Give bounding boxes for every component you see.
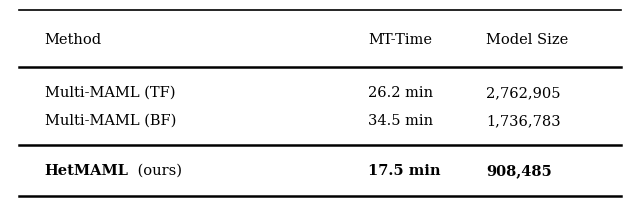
Text: 26.2 min: 26.2 min xyxy=(368,86,433,100)
Text: 17.5 min: 17.5 min xyxy=(368,164,440,178)
Text: 908,485: 908,485 xyxy=(486,164,552,178)
Text: Multi-MAML (TF): Multi-MAML (TF) xyxy=(45,86,175,100)
Text: 34.5 min: 34.5 min xyxy=(368,114,433,128)
Text: MT-Time: MT-Time xyxy=(368,33,432,47)
Text: HetMAML: HetMAML xyxy=(45,164,129,178)
Text: (ours): (ours) xyxy=(133,164,182,178)
Text: Model Size: Model Size xyxy=(486,33,569,47)
Text: 1,736,783: 1,736,783 xyxy=(486,114,561,128)
Text: Multi-MAML (BF): Multi-MAML (BF) xyxy=(45,114,176,128)
Text: 2,762,905: 2,762,905 xyxy=(486,86,561,100)
Text: Method: Method xyxy=(45,33,102,47)
